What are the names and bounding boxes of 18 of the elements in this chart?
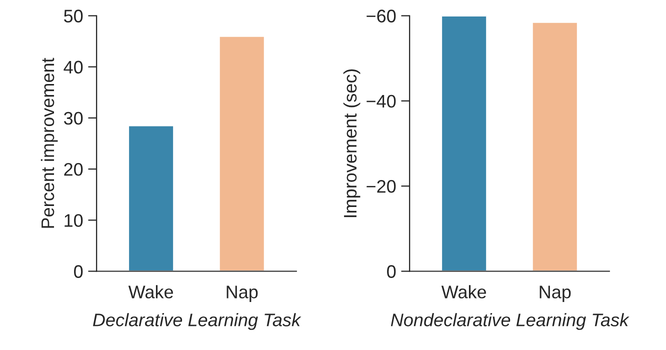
y-tick-label: −40 <box>366 94 396 108</box>
y-tick-label: −60 <box>366 10 396 22</box>
y-tick-label: 50 <box>64 10 83 22</box>
x-axis-title: Nondeclarative Learning Task <box>390 313 630 330</box>
y-axis-title: Improvement (sec) <box>343 69 360 218</box>
x-tick-label: Wake <box>441 285 486 298</box>
y-tick-label: 20 <box>64 162 83 176</box>
y-tick-label: 40 <box>64 60 83 74</box>
x-axis-title: Declarative Learning Task <box>92 313 302 330</box>
y-tick-label: 0 <box>387 265 396 278</box>
y-tick-label: −20 <box>366 180 396 193</box>
x-tick-label: Nap <box>226 286 258 302</box>
x-tick-label: Wake <box>128 285 173 298</box>
x-tick-label: Nap <box>540 286 571 302</box>
y-tick-label: 30 <box>64 112 83 125</box>
y-tick-label: 10 <box>64 214 83 227</box>
y-axis-title: Percent improvement <box>40 58 58 228</box>
y-tick-label: 0 <box>74 265 83 278</box>
